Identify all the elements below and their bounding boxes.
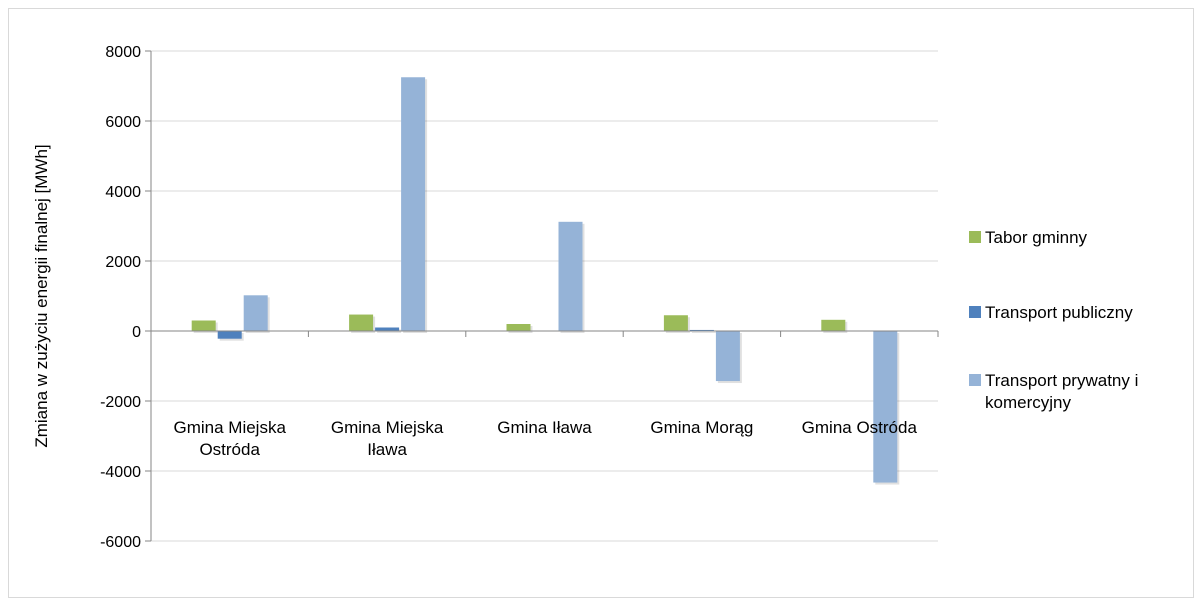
bar <box>243 295 268 331</box>
y-tick-label: -2000 <box>100 394 141 411</box>
bar <box>349 314 374 331</box>
category-labels: Gmina Miejska Ostróda Gmina Miejska Iława Gm… <box>173 418 917 459</box>
y-axis-title: Zmiana w zużyciu energii finalnej [MWh] <box>32 144 51 447</box>
bar <box>663 315 688 331</box>
legend-label: Tabor gminny <box>985 228 1088 247</box>
bar-shadow <box>691 331 716 333</box>
category-label: Gmina Ostróda <box>802 418 918 437</box>
y-tick-label: 6000 <box>105 114 141 131</box>
category-label: Gmina Morąg <box>650 418 753 437</box>
y-tick-label: -6000 <box>100 534 141 551</box>
legend-label: Transport publiczny <box>985 303 1133 322</box>
legend-label: komercyjny <box>985 393 1071 412</box>
y-tick-label: 2000 <box>105 254 141 271</box>
y-tick-label: -4000 <box>100 464 141 481</box>
bar <box>191 320 216 331</box>
bar <box>873 331 898 483</box>
legend-label: Transport prywatny i <box>985 371 1138 390</box>
bar <box>821 319 846 331</box>
category-label: Gmina Miejska <box>173 418 286 437</box>
legend-swatch <box>969 306 981 318</box>
legend-swatch <box>969 374 981 386</box>
y-tick-labels: 8000 6000 4000 2000 0 -2000 -4000 -6000 <box>100 44 141 551</box>
bar <box>715 331 740 382</box>
bar <box>375 327 400 331</box>
y-tick-label: 4000 <box>105 184 141 201</box>
chart-frame: 8000 6000 4000 2000 0 -2000 -4000 -6000 Gmina M… <box>8 8 1194 598</box>
category-label: Gmina Iława <box>497 418 592 437</box>
category-label: Ostróda <box>199 440 260 459</box>
bar-chart: 8000 6000 4000 2000 0 -2000 -4000 -6000 Gmina M… <box>32 44 1138 551</box>
axes <box>150 51 939 541</box>
y-tick-label: 0 <box>132 324 141 341</box>
category-label: Iława <box>367 440 407 459</box>
y-tick-label: 8000 <box>105 44 141 61</box>
bar <box>217 331 242 339</box>
category-label: Gmina Miejska <box>331 418 444 437</box>
bar <box>689 329 714 331</box>
bar <box>506 324 531 331</box>
legend-swatch <box>969 231 981 243</box>
legend: Tabor gminny Transport publiczny Transport… <box>969 228 1138 412</box>
bars <box>191 77 900 485</box>
bar <box>558 221 583 331</box>
bar <box>401 77 426 331</box>
